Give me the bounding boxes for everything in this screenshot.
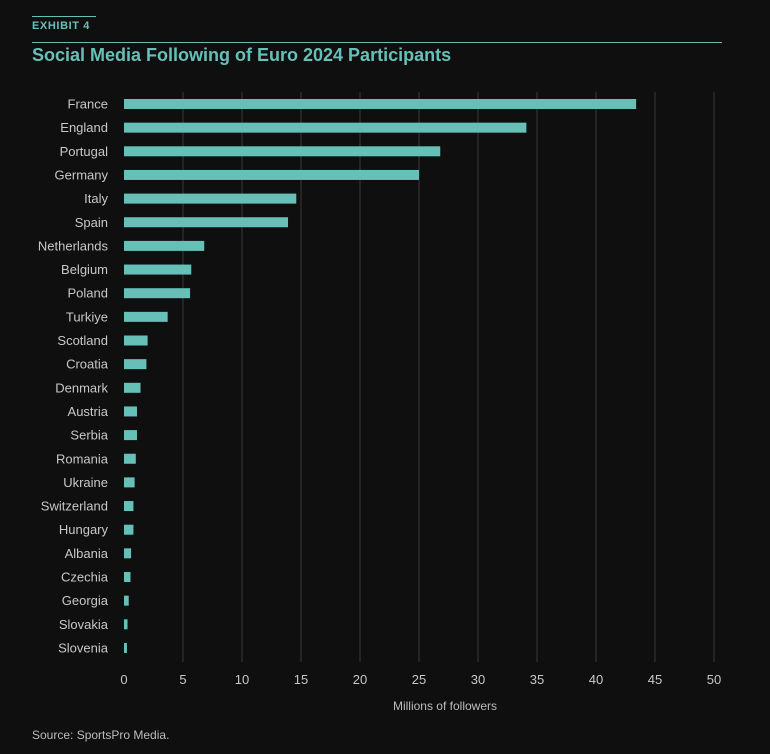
bar-germany [124, 169, 419, 180]
category-label-slovakia: Slovakia [59, 617, 109, 632]
category-label-austria: Austria [68, 404, 109, 419]
category-label-albania: Albania [65, 546, 109, 561]
category-label-germany: Germany [55, 167, 109, 182]
bar-spain [124, 217, 289, 228]
x-tick-label: 25 [412, 672, 426, 687]
x-axis-label: Millions of followers [393, 699, 497, 713]
x-tick-label: 50 [707, 672, 721, 687]
x-tick-labels: 0 5 10 15 20 25 30 35 40 45 50 [120, 672, 721, 687]
title-rule [32, 42, 722, 43]
bar-portugal [124, 146, 441, 157]
category-label-portugal: Portugal [60, 144, 109, 159]
x-tick-label: 40 [589, 672, 603, 687]
bar-georgia [124, 595, 129, 606]
category-label-romania: Romania [56, 451, 109, 466]
bar-scotland [124, 335, 148, 346]
bars [124, 99, 637, 653]
bar-denmark [124, 382, 141, 393]
bar-albania [124, 548, 132, 559]
category-label-czechia: Czechia [61, 570, 109, 585]
x-tick-label: 20 [353, 672, 367, 687]
gridlines [182, 92, 715, 662]
exhibit-label: EXHIBIT 4 [32, 16, 96, 32]
source-note: Source: SportsPro Media. [32, 728, 170, 742]
category-label-poland: Poland [68, 286, 108, 301]
bar-slovenia [124, 642, 127, 653]
x-tick-label: 10 [235, 672, 249, 687]
bar-france [124, 99, 637, 109]
bar-belgium [124, 264, 192, 275]
category-labels: France England Portugal Germany Italy Spain Ne… [38, 97, 109, 656]
bar-czechia [124, 572, 131, 582]
category-label-france: France [68, 97, 108, 112]
x-tick-label: 35 [530, 672, 544, 687]
category-label-slovenia: Slovenia [58, 640, 109, 655]
bar-switzerland [124, 501, 134, 512]
bar-slovakia [124, 619, 128, 630]
category-label-belgium: Belgium [61, 262, 108, 277]
category-label-croatia: Croatia [66, 357, 109, 372]
bar-croatia [124, 359, 147, 370]
bar-italy [124, 193, 297, 204]
category-label-scotland: Scotland [57, 333, 108, 348]
bar-serbia [124, 430, 137, 441]
bar-poland [124, 288, 191, 299]
category-label-ukraine: Ukraine [63, 475, 108, 490]
x-tick-label: 45 [648, 672, 662, 687]
bar-romania [124, 453, 136, 464]
x-tick-label: 15 [294, 672, 308, 687]
x-tick-label: 30 [471, 672, 485, 687]
category-label-georgia: Georgia [62, 593, 109, 608]
category-label-switzerland: Switzerland [41, 499, 108, 514]
bar-hungary [124, 524, 134, 535]
category-label-netherlands: Netherlands [38, 238, 109, 253]
category-label-italy: Italy [84, 191, 108, 206]
bar-netherlands [124, 240, 205, 251]
category-label-serbia: Serbia [70, 428, 108, 443]
bar-chart: France England Portugal Germany Italy Spain Ne… [38, 92, 721, 713]
category-label-spain: Spain [75, 215, 108, 230]
x-tick-label: 5 [179, 672, 186, 687]
category-label-england: England [60, 120, 108, 135]
x-tick-label: 0 [120, 672, 127, 687]
bar-austria [124, 406, 137, 417]
category-label-hungary: Hungary [59, 522, 109, 537]
bar-turkiye [124, 311, 168, 322]
bar-england [124, 122, 527, 133]
category-label-turkiye: Turkiye [66, 309, 108, 324]
category-label-denmark: Denmark [55, 380, 108, 395]
bar-ukraine [124, 477, 135, 488]
chart-title: Social Media Following of Euro 2024 Part… [32, 45, 452, 65]
